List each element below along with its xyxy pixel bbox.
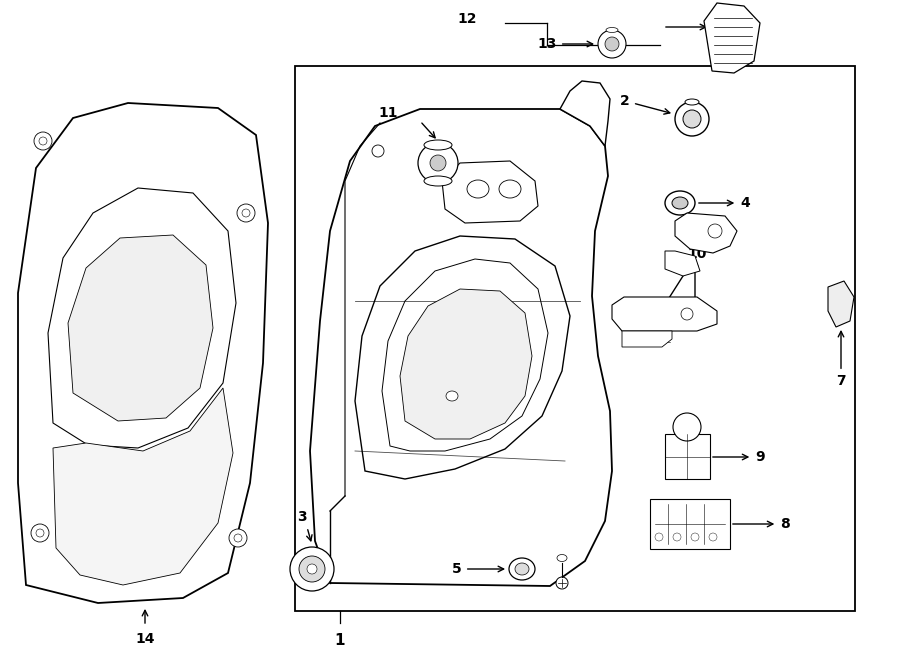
Text: 2: 2 [620,94,670,114]
Polygon shape [53,388,233,585]
Polygon shape [382,259,548,451]
Circle shape [299,556,325,582]
Circle shape [237,204,255,222]
Circle shape [229,529,247,547]
Circle shape [372,145,384,157]
Ellipse shape [515,563,529,575]
Text: 8: 8 [733,517,790,531]
Circle shape [234,534,242,542]
Text: 11: 11 [378,106,398,120]
Ellipse shape [509,558,535,580]
Ellipse shape [424,140,452,150]
Circle shape [675,102,709,136]
Circle shape [673,413,701,441]
Circle shape [709,533,717,541]
Ellipse shape [446,391,458,401]
Circle shape [31,524,49,542]
Circle shape [430,155,446,171]
Polygon shape [355,236,570,479]
Polygon shape [612,297,717,331]
Circle shape [681,308,693,320]
Polygon shape [310,109,612,586]
Ellipse shape [557,555,567,561]
Bar [295,66,855,611]
Circle shape [36,529,44,537]
Text: 7: 7 [836,331,846,388]
Circle shape [39,137,47,145]
Circle shape [683,110,701,128]
Ellipse shape [665,191,695,215]
Ellipse shape [467,180,489,198]
Polygon shape [400,289,532,439]
Circle shape [307,564,317,574]
Text: 4: 4 [698,196,750,210]
Ellipse shape [672,197,688,209]
Text: 14: 14 [135,632,155,646]
Ellipse shape [685,99,699,105]
Circle shape [605,37,619,51]
Circle shape [673,533,681,541]
Polygon shape [560,81,610,146]
Circle shape [708,224,722,238]
Polygon shape [622,331,672,347]
Ellipse shape [499,180,521,198]
Polygon shape [665,251,700,276]
Polygon shape [828,281,854,327]
Text: 3: 3 [297,510,307,524]
Bar [650,499,730,549]
Text: 13: 13 [537,37,593,51]
Polygon shape [442,161,538,223]
Text: 5: 5 [452,562,504,576]
Ellipse shape [424,176,452,186]
Polygon shape [704,3,760,73]
Circle shape [290,547,334,591]
Text: 9: 9 [713,450,765,464]
Polygon shape [18,103,268,603]
Circle shape [556,577,568,589]
Bar [665,434,710,479]
Text: 1: 1 [335,633,346,648]
Polygon shape [48,188,236,448]
Polygon shape [68,235,213,421]
Text: 10: 10 [664,247,707,305]
Circle shape [655,533,663,541]
Circle shape [418,143,458,183]
Text: 6: 6 [690,260,700,320]
Polygon shape [675,213,737,253]
Text: 12: 12 [457,12,477,26]
Circle shape [34,132,52,150]
Circle shape [691,533,699,541]
Ellipse shape [606,28,618,32]
Circle shape [598,30,626,58]
Circle shape [242,209,250,217]
